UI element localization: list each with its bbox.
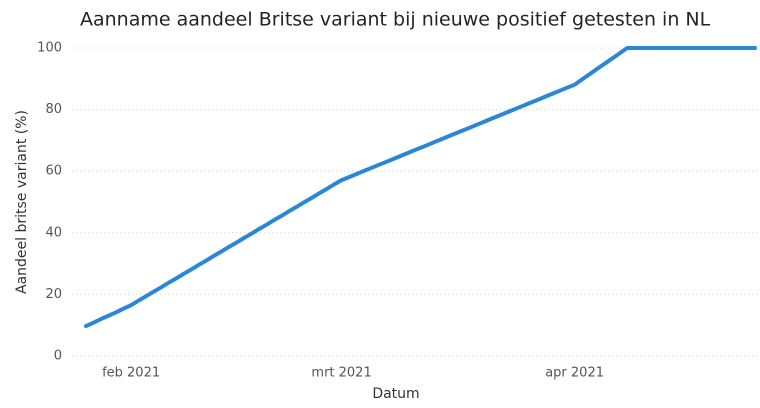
y-tick-label: 0	[54, 349, 62, 364]
x-tick-label: feb 2021	[102, 366, 160, 381]
x-axis-label: Datum	[372, 386, 419, 402]
y-tick-label: 80	[45, 102, 62, 117]
y-axis-label: Aandeel britse variant (%)	[14, 110, 30, 294]
y-tick-label: 40	[45, 225, 62, 240]
x-tick-label: mrt 2021	[311, 366, 371, 381]
y-tick-label: 60	[45, 164, 62, 179]
x-tick-label: apr 2021	[545, 366, 604, 381]
line-series	[84, 46, 757, 329]
chart-title: Aanname aandeel Britse variant bij nieuw…	[80, 9, 711, 31]
y-tick-label: 20	[45, 287, 62, 302]
y-tick-label: 100	[37, 41, 62, 56]
